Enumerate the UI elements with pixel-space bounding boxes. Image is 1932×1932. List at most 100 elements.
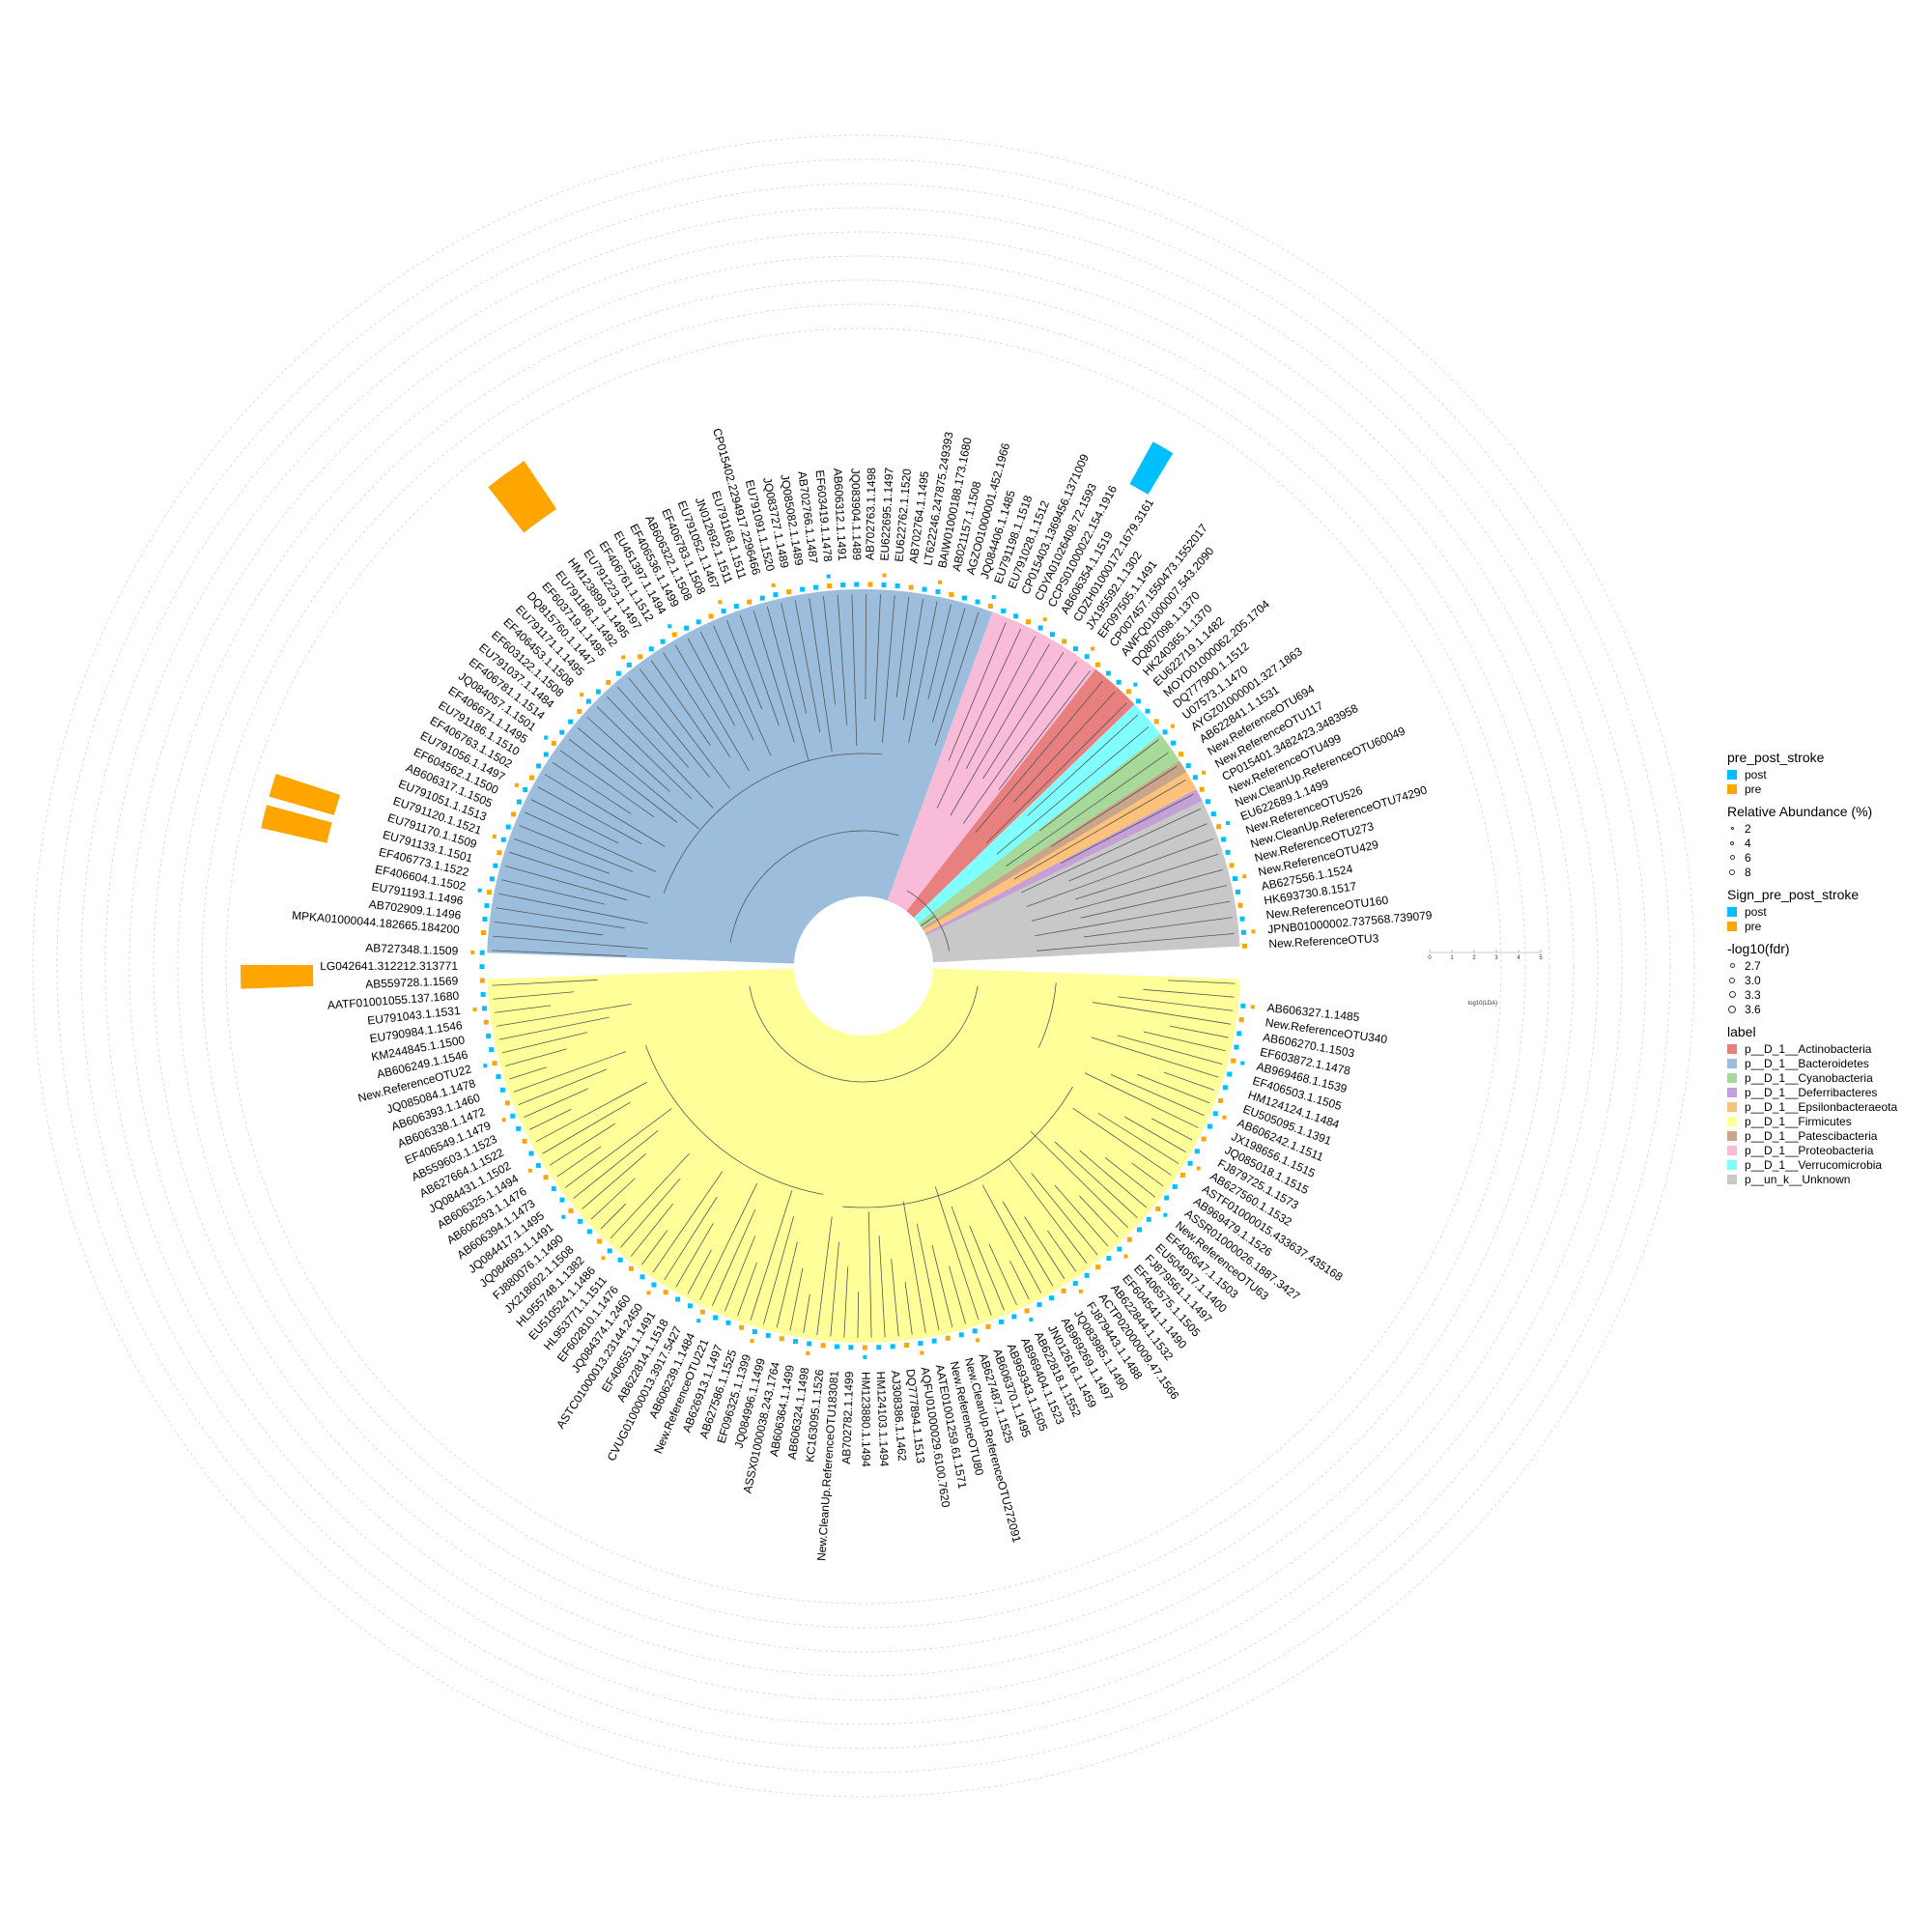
legend-item: pre [1727, 781, 1897, 796]
legend-item: post [1727, 767, 1897, 781]
tree-branch [1084, 1072, 1199, 1128]
group-marker [713, 1315, 719, 1321]
group-marker [607, 1248, 612, 1254]
legend-circle [1728, 991, 1736, 998]
tree-branch [664, 1196, 718, 1281]
group-marker [807, 1341, 812, 1347]
group-marker [1013, 613, 1019, 619]
group-marker [1227, 1071, 1233, 1077]
group-marker [528, 1151, 534, 1156]
tree-branch [996, 726, 1150, 855]
tree-branch [1080, 885, 1227, 919]
tree-branch [1123, 1116, 1186, 1152]
legend-item-label: p__D_1__Proteobacteria [1745, 1143, 1874, 1157]
group-marker [1242, 874, 1247, 879]
legend-swatch [1727, 1072, 1737, 1083]
tree-branch [713, 625, 772, 756]
tree-branch [776, 1241, 798, 1328]
group-marker [1163, 1212, 1168, 1217]
group-marker [500, 837, 506, 842]
lda-bar [261, 805, 332, 843]
group-marker [1172, 1183, 1178, 1189]
tree-branch [857, 1292, 860, 1338]
legend-sign-title: Sign_pre_post_stroke [1727, 887, 1860, 902]
legend-item: 3.0 [1727, 973, 1897, 987]
group-marker [535, 1163, 541, 1169]
lda-bar [504, 461, 557, 522]
group-marker [958, 1332, 964, 1338]
group-marker [484, 903, 490, 909]
tree-branch [639, 668, 730, 789]
lda-bar [241, 964, 314, 989]
group-marker [480, 992, 486, 998]
tree-branch [1169, 1025, 1229, 1038]
tree-branch [842, 1086, 1073, 1208]
tree-branch [823, 596, 837, 705]
tree-branch [1054, 1184, 1109, 1247]
group-marker [867, 582, 873, 587]
tree-branch [809, 598, 833, 753]
group-marker [559, 729, 565, 735]
tree-branch [766, 607, 810, 761]
tree-branch [518, 1068, 608, 1105]
legend-swatch [1727, 1101, 1737, 1112]
tree-branch [582, 1153, 646, 1209]
tree-branch [498, 1016, 610, 1040]
tip-label: LG042641.312212.313771 [320, 959, 458, 973]
group-marker [895, 583, 900, 589]
group-marker [1084, 654, 1090, 660]
group-marker [544, 735, 549, 740]
tree-branch [1131, 1162, 1164, 1187]
legend-item-label: p__D_1__Patescibacteria [1745, 1128, 1878, 1143]
group-marker [492, 1061, 497, 1066]
legend-item: p__D_1__Verrucomicrobia [1727, 1157, 1897, 1172]
group-marker [834, 1344, 839, 1350]
tree-branch [549, 1122, 615, 1166]
legend-panel: pre_post_stroke post pre Relative Abundan… [1727, 742, 1897, 1186]
guide-ring [104, 207, 1623, 1725]
group-marker [1042, 617, 1047, 622]
tip-label: JQ083904.1.1489 [848, 469, 864, 561]
tree-branch [1118, 996, 1234, 1011]
group-marker [1011, 1314, 1017, 1320]
group-marker [1137, 1227, 1143, 1233]
group-marker [1125, 689, 1131, 695]
group-marker [551, 1186, 556, 1192]
group-marker [1116, 679, 1122, 685]
legend-swatch [1727, 906, 1737, 917]
group-marker [876, 1345, 882, 1350]
group-marker [1164, 1195, 1170, 1201]
tree-branch [916, 1223, 940, 1331]
tree-branch [803, 1293, 810, 1334]
group-marker [595, 689, 601, 695]
group-marker [1037, 1302, 1042, 1308]
tree-branch [753, 611, 795, 743]
legend-item-label: 6 [1745, 850, 1751, 865]
group-marker [771, 582, 776, 587]
group-marker [675, 1296, 681, 1302]
tree-branch [1024, 1216, 1065, 1280]
tree-branch [902, 598, 923, 721]
tree-branch [1091, 1037, 1219, 1078]
tree-branch [519, 825, 634, 872]
legend-item: p__D_1__Firmicutes [1727, 1114, 1897, 1128]
group-marker [561, 1214, 566, 1219]
group-marker [501, 1118, 506, 1122]
tree-branch [1104, 1156, 1155, 1198]
tree-branch [948, 622, 1007, 761]
tree-branch [865, 594, 867, 700]
group-marker [1135, 698, 1141, 704]
tree-branch [712, 1208, 756, 1306]
tree-branch [542, 1101, 631, 1154]
legend-swatch [1727, 1159, 1737, 1170]
tree-branch [931, 608, 966, 724]
group-marker [1222, 1115, 1227, 1120]
legend-item: 8 [1727, 865, 1897, 879]
tree-branch [739, 614, 780, 726]
group-marker [536, 763, 542, 769]
group-marker [1205, 799, 1210, 805]
group-marker [1153, 719, 1159, 724]
tree-branch [1027, 838, 1213, 907]
group-marker [483, 1064, 488, 1068]
